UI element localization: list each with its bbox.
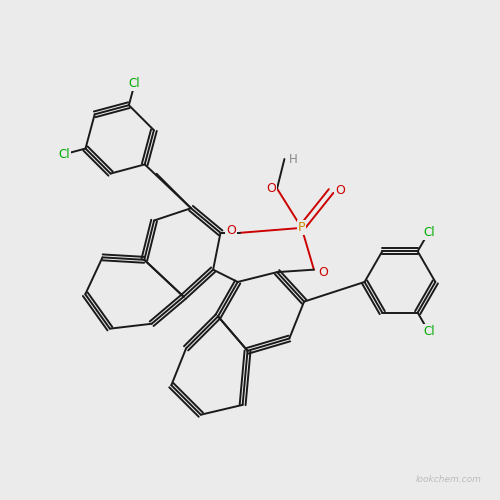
Text: O: O [335,184,345,198]
Text: Cl: Cl [58,148,70,161]
Text: O: O [266,182,276,195]
Text: P: P [298,222,306,234]
Text: O: O [226,224,236,237]
Text: lookchem.com: lookchem.com [415,474,481,484]
Text: Cl: Cl [129,78,140,90]
Text: Cl: Cl [423,326,434,338]
Text: O: O [318,266,328,278]
Text: H: H [289,152,298,166]
Text: Cl: Cl [423,226,434,238]
